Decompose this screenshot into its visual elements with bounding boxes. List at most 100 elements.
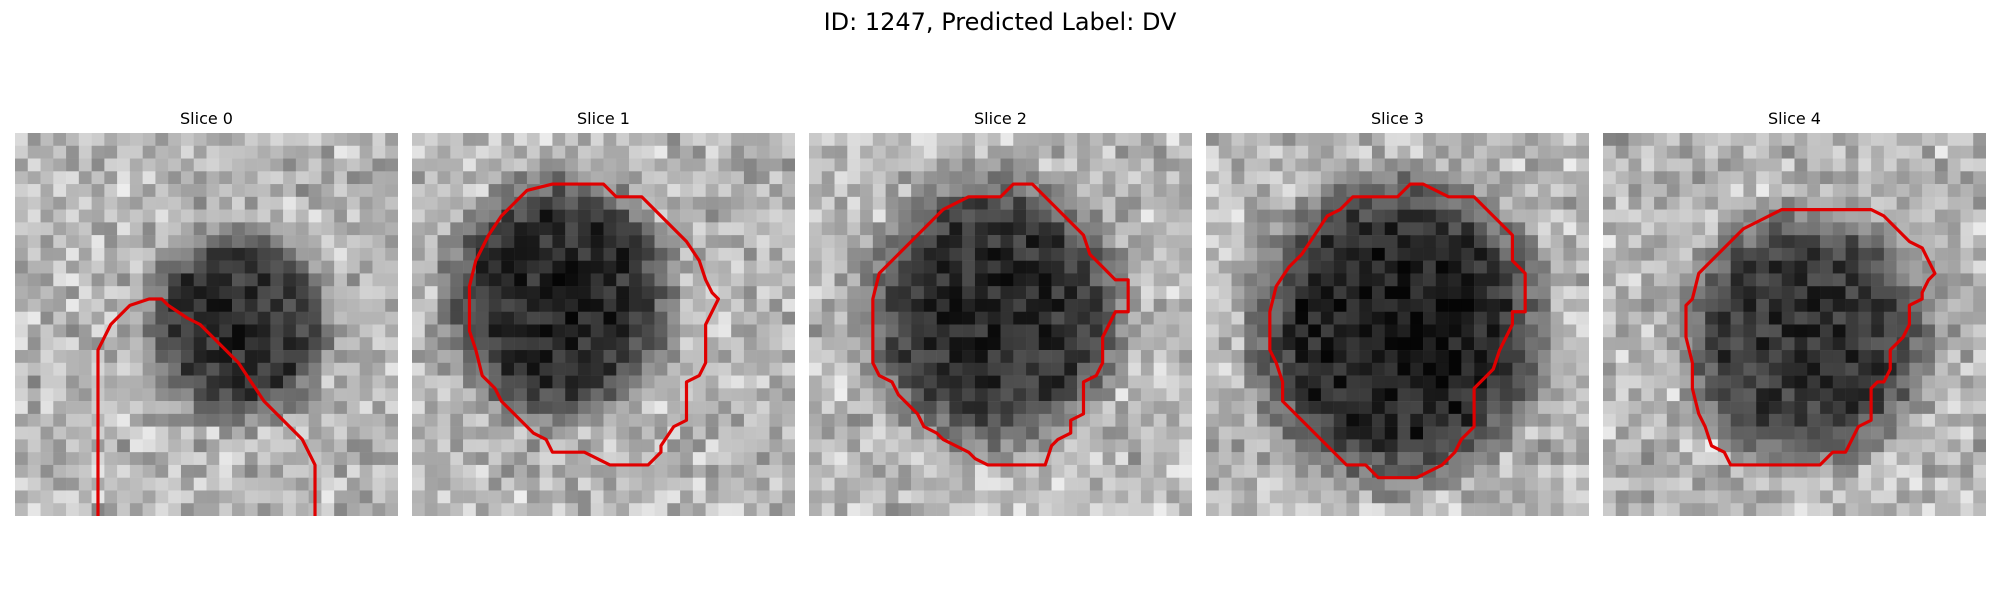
image-pixel xyxy=(873,184,886,197)
image-pixel xyxy=(898,490,911,503)
image-pixel xyxy=(911,159,924,172)
image-pixel xyxy=(835,273,848,286)
image-pixel xyxy=(731,427,744,440)
image-pixel xyxy=(1846,490,1859,503)
image-pixel xyxy=(1270,401,1283,414)
image-pixel xyxy=(1603,401,1616,414)
image-pixel xyxy=(667,350,680,363)
image-pixel xyxy=(1743,273,1756,286)
image-pixel xyxy=(1960,325,1973,338)
image-pixel xyxy=(489,439,502,452)
image-pixel xyxy=(847,235,860,248)
image-pixel xyxy=(245,273,258,286)
image-pixel xyxy=(744,376,757,389)
image-pixel xyxy=(1372,184,1385,197)
image-pixel xyxy=(489,261,502,274)
image-pixel xyxy=(1295,478,1308,491)
image-pixel xyxy=(1897,414,1910,427)
image-pixel xyxy=(347,503,360,516)
image-pixel xyxy=(1001,478,1014,491)
image-pixel xyxy=(489,273,502,286)
image-pixel xyxy=(1385,465,1398,478)
image-pixel xyxy=(693,427,706,440)
image-pixel xyxy=(372,312,385,325)
image-pixel xyxy=(578,490,591,503)
image-pixel xyxy=(1756,376,1769,389)
image-pixel xyxy=(1654,171,1667,184)
image-pixel xyxy=(168,159,181,172)
image-pixel xyxy=(731,490,744,503)
image-pixel xyxy=(296,401,309,414)
image-pixel xyxy=(360,261,373,274)
image-pixel xyxy=(155,222,168,235)
image-pixel xyxy=(680,465,693,478)
image-pixel xyxy=(1833,490,1846,503)
image-pixel xyxy=(937,376,950,389)
image-pixel xyxy=(642,210,655,223)
image-pixel xyxy=(1795,299,1808,312)
image-pixel xyxy=(425,478,438,491)
image-pixel xyxy=(1769,159,1782,172)
image-pixel xyxy=(822,184,835,197)
image-pixel xyxy=(104,401,117,414)
image-pixel xyxy=(1385,222,1398,235)
image-pixel xyxy=(258,490,271,503)
image-pixel xyxy=(334,159,347,172)
image-pixel xyxy=(1718,388,1731,401)
image-pixel xyxy=(1897,184,1910,197)
image-pixel xyxy=(1858,286,1871,299)
image-pixel xyxy=(1935,184,1948,197)
image-pixel xyxy=(1436,299,1449,312)
image-pixel xyxy=(1359,376,1372,389)
image-pixel xyxy=(1232,222,1245,235)
image-pixel xyxy=(1372,146,1385,159)
image-pixel xyxy=(835,337,848,350)
image-pixel xyxy=(937,159,950,172)
image-pixel xyxy=(1398,261,1411,274)
image-pixel xyxy=(782,325,795,338)
image-pixel xyxy=(104,363,117,376)
image-pixel xyxy=(1308,273,1321,286)
image-pixel xyxy=(527,401,540,414)
image-pixel xyxy=(194,286,207,299)
image-pixel xyxy=(1782,248,1795,261)
image-pixel xyxy=(1372,376,1385,389)
image-pixel xyxy=(412,184,425,197)
image-pixel xyxy=(718,171,731,184)
image-pixel xyxy=(1871,325,1884,338)
image-pixel xyxy=(1795,465,1808,478)
image-pixel xyxy=(1731,452,1744,465)
image-pixel xyxy=(769,376,782,389)
image-pixel xyxy=(1718,133,1731,146)
image-pixel xyxy=(873,401,886,414)
image-pixel xyxy=(347,159,360,172)
image-pixel xyxy=(53,490,66,503)
image-pixel xyxy=(372,146,385,159)
image-pixel xyxy=(219,235,232,248)
image-pixel xyxy=(1166,146,1179,159)
image-pixel xyxy=(604,197,617,210)
image-pixel xyxy=(1115,325,1128,338)
image-pixel xyxy=(1576,439,1589,452)
image-pixel xyxy=(1026,248,1039,261)
image-pixel xyxy=(1359,210,1372,223)
image-pixel xyxy=(476,222,489,235)
image-pixel xyxy=(1846,146,1859,159)
image-pixel xyxy=(1871,427,1884,440)
image-pixel xyxy=(283,490,296,503)
image-pixel xyxy=(1283,376,1296,389)
image-pixel xyxy=(1563,159,1576,172)
image-pixel xyxy=(372,439,385,452)
image-pixel xyxy=(1052,235,1065,248)
image-pixel xyxy=(1743,376,1756,389)
image-pixel xyxy=(655,159,668,172)
image-pixel xyxy=(412,337,425,350)
image-pixel xyxy=(924,197,937,210)
image-pixel xyxy=(1705,273,1718,286)
image-pixel xyxy=(1283,490,1296,503)
image-pixel xyxy=(219,286,232,299)
image-pixel xyxy=(616,363,629,376)
image-pixel xyxy=(1308,261,1321,274)
image-pixel xyxy=(1563,286,1576,299)
image-pixel xyxy=(207,261,220,274)
